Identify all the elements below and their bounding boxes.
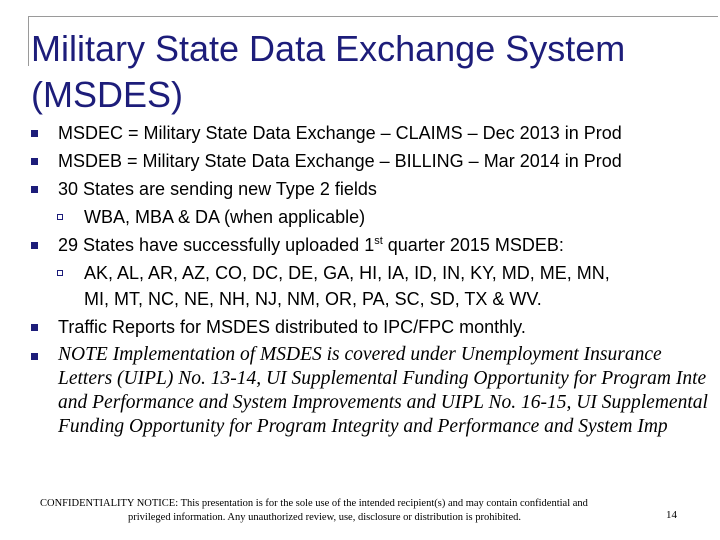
square-bullet-icon <box>31 130 38 137</box>
title-frame-left-rule <box>28 16 29 66</box>
hollow-square-bullet-icon <box>57 214 63 220</box>
title-frame-top-rule <box>28 16 718 17</box>
square-bullet-icon <box>31 353 38 360</box>
bullet-text-part: quarter 2015 MSDEB: <box>382 235 564 255</box>
sub-bullet-text: AK, AL, AR, AZ, CO, DC, DE, GA, HI, IA, … <box>84 263 610 283</box>
bullet-text: MSDEC = Military State Data Exchange – C… <box>58 123 622 143</box>
square-bullet-icon <box>31 242 38 249</box>
bullet-text: MSDEB = Military State Data Exchange – B… <box>58 151 622 171</box>
bullet-text: Traffic Reports for MSDES distributed to… <box>58 317 526 337</box>
confidentiality-notice-line-2: privileged information. Any unauthorized… <box>128 512 521 523</box>
bullet-text: 30 States are sending new Type 2 fields <box>58 179 377 199</box>
confidentiality-notice-line-1: CONFIDENTIALITY NOTICE: This presentatio… <box>40 498 588 509</box>
bullet-text-part: 29 States have successfully uploaded 1 <box>58 235 375 255</box>
slide-title: Military State Data Exchange System (MSD… <box>31 28 626 115</box>
note-text: Funding Opportunity for Program Integrit… <box>58 416 668 437</box>
square-bullet-icon <box>31 324 38 331</box>
note-text: and Performance and System Improvements … <box>58 392 708 413</box>
page-number: 14 <box>666 509 677 521</box>
ordinal-suffix: st <box>374 235 383 247</box>
note-text: Letters (UIPL) No. 13-14, UI Supplementa… <box>58 368 707 389</box>
bullet-text: 29 States have successfully uploaded 1st… <box>58 234 564 256</box>
square-bullet-icon <box>31 158 38 165</box>
sub-bullet-text: WBA, MBA & DA (when applicable) <box>84 207 366 227</box>
sub-bullet-text: MI, MT, NC, NE, NH, NJ, NM, OR, PA, SC, … <box>84 289 542 309</box>
square-bullet-icon <box>31 186 38 193</box>
note-text: NOTE Implementation of MSDES is covered … <box>58 344 662 365</box>
hollow-square-bullet-icon <box>57 270 63 276</box>
